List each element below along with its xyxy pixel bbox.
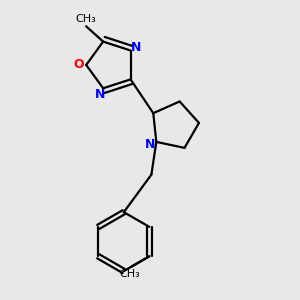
Text: N: N bbox=[95, 88, 106, 101]
Text: CH₃: CH₃ bbox=[119, 268, 140, 278]
Text: N: N bbox=[131, 41, 142, 54]
Text: CH₃: CH₃ bbox=[76, 14, 97, 24]
Text: N: N bbox=[145, 138, 156, 151]
Text: O: O bbox=[74, 58, 84, 71]
